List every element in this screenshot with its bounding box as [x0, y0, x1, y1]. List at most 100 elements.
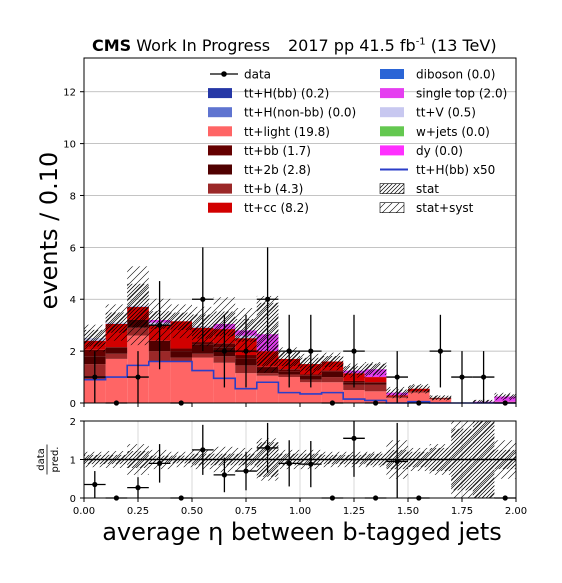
stack-bar-tt-light: [192, 357, 214, 403]
data-point: [221, 348, 227, 354]
ratio-y-tick-label: 1: [70, 456, 76, 467]
data-point: [265, 296, 271, 302]
stack-bar-tt-light: [170, 361, 192, 403]
legend-swatch: [380, 107, 404, 118]
work-in-progress-label: Work In Progress: [136, 36, 271, 55]
x-tick-label: 0.00: [73, 506, 95, 517]
y-tick-label: 12: [63, 88, 76, 99]
stack-bar-tt-light: [343, 390, 365, 403]
ratio-point: [135, 485, 141, 491]
ratio-point: [243, 468, 249, 474]
legend-data-marker: [221, 71, 227, 77]
ratio-point: [200, 447, 206, 453]
legend-swatch: [380, 145, 404, 156]
stat-band: [127, 283, 149, 328]
x-tick-label: 1.25: [343, 506, 365, 517]
stack-bar-tt-bb: [321, 370, 344, 372]
stat-band: [84, 329, 106, 347]
y-axis-label: events / 0.10: [35, 152, 63, 310]
legend-label: tt+H(non-bb) (0.0): [244, 106, 356, 120]
y-tick-label: 4: [70, 295, 76, 306]
data-point: [481, 374, 487, 380]
y-tick-label: 8: [70, 191, 76, 202]
lumi-exponent: -1: [415, 36, 426, 48]
stat-band: [494, 394, 516, 399]
legend-label: tt+b (4.3): [244, 182, 303, 196]
legend-label: tt+cc (8.2): [244, 201, 309, 215]
data-point: [286, 348, 292, 354]
data-point: [308, 348, 314, 354]
legend-swatch: [208, 126, 232, 137]
x-tick-label: 0.75: [235, 506, 257, 517]
legend-label: tt+bb (1.7): [244, 144, 311, 158]
stat-band: [429, 395, 452, 400]
ratio-point: [92, 481, 98, 488]
stack-bar-tt-2b: [321, 371, 344, 378]
data-point: [200, 296, 206, 302]
cms-logo-text: CMS: [92, 36, 132, 55]
ratio-label-numerator: data: [36, 448, 47, 471]
data-point: [92, 374, 98, 380]
data-point: [437, 348, 443, 354]
legend-swatch: [208, 164, 232, 175]
legend-label: stat+syst: [416, 201, 474, 215]
legend-label: w+jets (0.0): [416, 125, 490, 139]
ratio-label-denominator: pred.: [50, 447, 61, 473]
legend-swatch: [380, 126, 404, 137]
legend-swatch: [208, 202, 232, 213]
y-tick-label: 6: [70, 243, 76, 254]
stack-bar-tt-light: [256, 375, 279, 403]
stack-bar-tt-2b: [364, 382, 387, 385]
x-tick-label: 1.75: [451, 506, 473, 517]
run-label: 2017 pp 41.5 fb: [288, 36, 416, 55]
ratio-point: [265, 445, 271, 451]
legend-hatch-swatch: [379, 202, 405, 213]
ratio-point: [351, 435, 357, 441]
stack-bar-tt-cc: [364, 377, 387, 383]
stack-bar-tt-light: [364, 391, 387, 403]
legend-swatch: [208, 88, 232, 99]
cms-label: CMS Work In Progress: [92, 36, 270, 55]
legend-swatch: [208, 107, 232, 118]
stack-bar-tt-b: [321, 377, 344, 383]
stack-bar-tt-b: [192, 353, 214, 358]
x-tick-label: 0.25: [127, 506, 149, 517]
legend-label: tt+2b (2.8): [244, 163, 311, 177]
legend-label: tt+H(bb) (0.2): [244, 87, 329, 101]
legend-label: tt+H(bb) x50: [416, 163, 495, 177]
legend-label: diboson (0.0): [416, 68, 495, 82]
stat-band: [170, 312, 192, 330]
stack-bar-tt-light: [278, 377, 300, 403]
data-point: [351, 348, 357, 354]
energy-label: (13 TeV): [430, 36, 497, 55]
stack-bar-tt-b: [364, 384, 387, 392]
tth-x50-line: [84, 360, 516, 404]
ratio-point: [394, 458, 400, 465]
stack-bar-tt-light: [148, 361, 171, 403]
stack-bar-tt-light: [300, 382, 322, 403]
stack-bar-tt-light: [429, 399, 452, 403]
legend-swatch: [380, 69, 404, 79]
data-point: [157, 322, 163, 328]
y-tick-label: 0: [70, 399, 76, 410]
x-tick-label: 2.00: [505, 506, 527, 517]
x-tick-label: 1.50: [397, 506, 419, 517]
legend-label: dy (0.0): [416, 144, 463, 158]
legend-label: tt+V (0.5): [416, 106, 476, 120]
stat-band: [408, 385, 430, 393]
ratio-y-tick-label: 2: [70, 417, 76, 428]
legend-swatch: [208, 183, 232, 194]
ratio-point: [157, 460, 163, 466]
stat-band: [105, 312, 128, 333]
x-tick-label: 1.00: [289, 506, 311, 517]
x-axis-label: average η between b-tagged jets: [102, 518, 502, 546]
y-tick-label: 10: [63, 140, 76, 151]
legend-swatch: [380, 88, 404, 99]
stack-bar-tt-2b: [105, 347, 128, 354]
stat-band: [364, 363, 387, 375]
x-tick-label: 0.50: [181, 506, 203, 517]
legend-label: data: [244, 68, 271, 82]
stack-bar-tt-b: [256, 373, 279, 376]
ratio-y-tick-label: 0: [70, 494, 76, 505]
